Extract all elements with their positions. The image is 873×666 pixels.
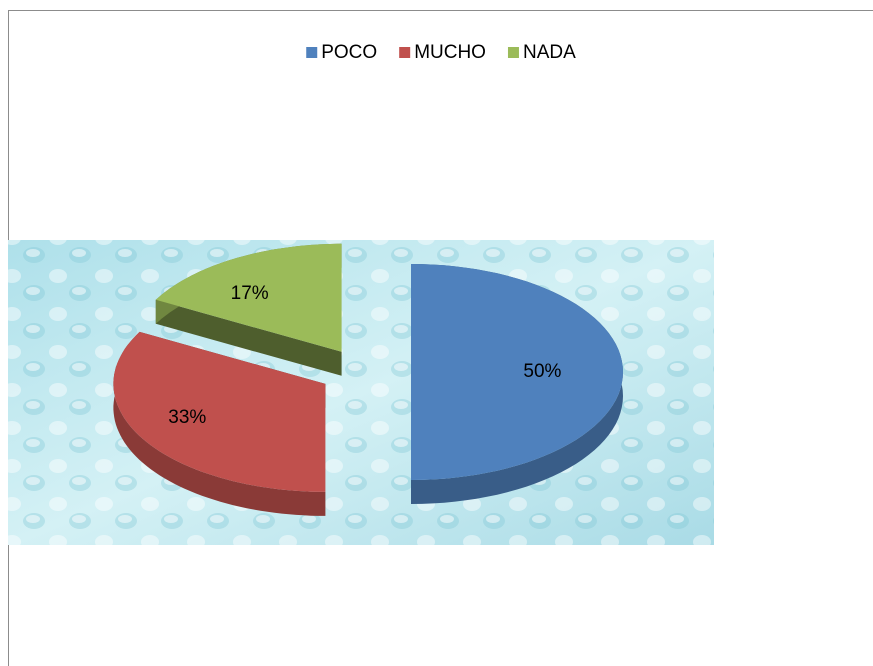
legend: POCO MUCHO NADA xyxy=(306,42,576,63)
slice-inner-wall xyxy=(155,299,342,376)
legend-label: NADA xyxy=(523,42,576,63)
pie-slice: 17% xyxy=(155,243,342,376)
legend-label: MUCHO xyxy=(414,42,486,63)
legend-swatch xyxy=(306,47,318,58)
pie-slice: 33% xyxy=(113,331,326,516)
data-label: 33% xyxy=(168,407,206,428)
slice-outer-wall xyxy=(113,331,326,516)
data-label: 17% xyxy=(231,283,269,304)
legend-label: POCO xyxy=(321,42,377,63)
legend-swatch xyxy=(399,47,411,58)
legend-swatch xyxy=(507,47,519,58)
slice-top xyxy=(113,331,326,492)
slice-top xyxy=(155,243,342,352)
pie-slice: 50% xyxy=(411,264,623,504)
data-label: 50% xyxy=(523,361,561,382)
slice-top xyxy=(411,264,623,480)
pie: 17% 50% 33% xyxy=(113,243,623,516)
